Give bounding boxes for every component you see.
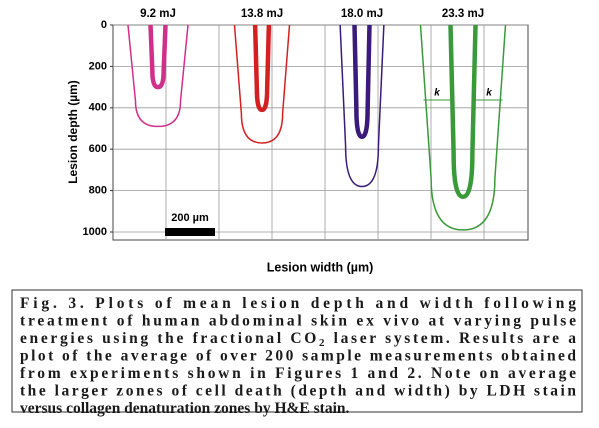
caption-text: energies using the fractional CO — [20, 330, 316, 347]
caption-box — [11, 289, 583, 413]
x-axis-label: Lesion width (µm) — [267, 260, 374, 274]
caption-text: from experiments shown in Figures 1 and … — [20, 365, 576, 382]
caption-line: plot of the average of over 200 sample m… — [20, 347, 576, 364]
caption-text: the larger zones of cell death (depth an… — [20, 382, 576, 399]
caption-line: versus collagen denaturation zones by H&… — [20, 400, 350, 417]
caption-line: the larger zones of cell death (depth an… — [20, 382, 576, 399]
caption-line: treatment of human abdominal skin ex viv… — [20, 312, 576, 329]
subscript: 2 — [319, 337, 325, 349]
caption-text: laser system. Results are a — [327, 330, 576, 347]
caption-text: versus collagen denaturation zones by H&… — [20, 400, 350, 417]
outer-zone — [419, 24, 507, 231]
y-tick-label: 600 — [89, 143, 107, 155]
scale-bar — [165, 228, 215, 236]
inner-zone — [448, 24, 478, 200]
y-tick-label: 400 — [89, 102, 107, 114]
scale-bar-label: 200 µm — [171, 212, 209, 224]
energy-label: 23.3 mJ — [442, 8, 484, 20]
k-label: k — [434, 88, 440, 99]
y-axis-label: Lesion depth (µm) — [66, 80, 80, 184]
inner-zone — [148, 24, 168, 90]
y-tick-label: 1000 — [83, 226, 107, 238]
caption-line: Fig. 3. Plots of mean lesion depth and w… — [20, 295, 576, 312]
energy-label: 9.2 mJ — [140, 8, 176, 20]
k-label: k — [486, 88, 492, 99]
caption-text: treatment of human abdominal skin ex viv… — [20, 312, 576, 329]
caption-line: from experiments shown in Figures 1 and … — [20, 365, 576, 382]
y-tick-label: 200 — [89, 60, 107, 72]
outer-zone — [127, 24, 189, 128]
inner-zone — [352, 24, 372, 140]
y-tick-label: 0 — [101, 19, 107, 31]
inner-zone — [252, 24, 272, 113]
energy-label: 18.0 mJ — [341, 8, 383, 20]
caption-line: energies using the fractional CO 2 laser … — [20, 330, 576, 349]
outer-zone — [233, 24, 291, 144]
caption-text: Fig. 3. Plots of mean lesion depth and w… — [20, 295, 576, 312]
plot-frame — [112, 24, 529, 241]
y-tick-label: 800 — [89, 185, 107, 197]
caption-text: plot of the average of over 200 sample m… — [20, 347, 576, 364]
outer-zone — [339, 24, 385, 188]
energy-label: 13.8 mJ — [241, 8, 283, 20]
